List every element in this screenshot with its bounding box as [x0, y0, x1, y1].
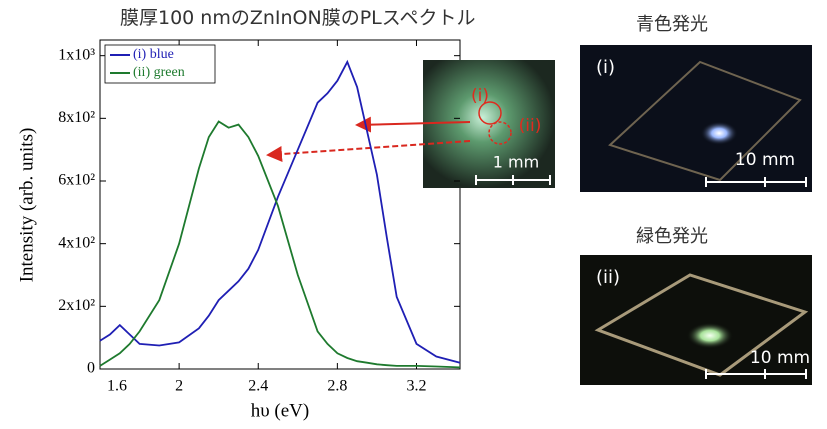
x-tick-label: 1.6 — [107, 378, 127, 395]
y-axis-label: Intensity (arb. units) — [16, 128, 37, 283]
legend-label: (ii) green — [133, 65, 185, 80]
photo-scale: 10 mm — [735, 150, 795, 170]
chart: (i) (ii) 1 mm 青色発光 (i) 10 mm 緑色発光 (ii) 1… — [0, 0, 827, 429]
y-tick-label: 1x10³ — [58, 46, 95, 63]
page: (i) (ii) 1 mm 青色発光 (i) 10 mm 緑色発光 (ii) 1… — [0, 0, 827, 429]
y-tick-label: 2x10² — [58, 297, 95, 314]
series-line — [100, 122, 460, 368]
x-tick-label: 2 — [175, 378, 183, 395]
x-tick-label: 3.2 — [406, 378, 426, 395]
inset-label: (i) — [471, 86, 489, 106]
chart-title: 膜厚100 nmのZnInON膜のPLスペクトル — [120, 6, 520, 30]
photo-label: (ii) — [596, 267, 620, 288]
photo-caption: 緑色発光 — [636, 226, 708, 247]
legend-label: (i) blue — [133, 47, 174, 62]
y-tick-label: 6x10² — [58, 172, 95, 189]
y-tick-label: 4x10² — [58, 234, 95, 251]
inset-scale: 1 mm — [493, 153, 539, 172]
x-tick-label: 2.4 — [248, 378, 268, 395]
photo-caption: 青色発光 — [636, 14, 708, 35]
y-tick-label: 8x10² — [58, 109, 95, 126]
inset-label: (ii) — [519, 116, 542, 136]
photo-scale: 10 mm — [750, 348, 810, 368]
photo-label: (i) — [596, 57, 615, 78]
x-axis-label: hυ (eV) — [251, 400, 309, 421]
x-tick-label: 2.8 — [327, 378, 347, 395]
y-tick-label: 0 — [87, 360, 95, 377]
